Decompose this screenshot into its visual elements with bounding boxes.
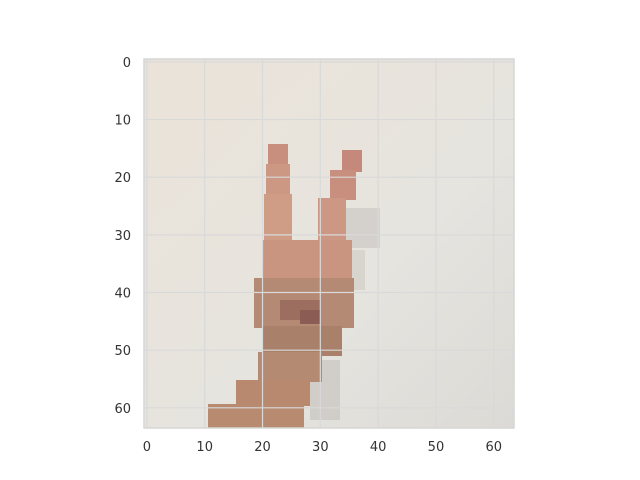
x-tick-label: 10 xyxy=(196,440,213,455)
photo-pixels xyxy=(144,59,514,428)
palm xyxy=(254,240,354,356)
x-tick-label: 60 xyxy=(485,440,502,455)
x-tick-label: 50 xyxy=(428,440,445,455)
x-tick-label: 30 xyxy=(312,440,329,455)
y-tick-label: 20 xyxy=(114,171,131,186)
x-tick-label: 20 xyxy=(254,440,271,455)
y-tick-label: 10 xyxy=(114,114,131,129)
y-tick-label: 50 xyxy=(114,344,131,359)
x-tick-label: 0 xyxy=(143,440,151,455)
x-axis-ticks: 0 10 20 30 40 50 60 xyxy=(143,440,502,455)
y-axis-ticks: 0 10 20 30 40 50 60 xyxy=(114,56,131,417)
y-tick-label: 0 xyxy=(123,56,131,71)
plot-frame xyxy=(143,58,515,429)
middle-finger xyxy=(318,150,362,248)
gridlines xyxy=(144,59,514,428)
index-finger xyxy=(264,144,292,244)
y-tick-label: 30 xyxy=(114,229,131,244)
x-tick-label: 40 xyxy=(370,440,387,455)
y-tick-label: 40 xyxy=(114,287,131,302)
y-tick-label: 60 xyxy=(114,402,131,417)
